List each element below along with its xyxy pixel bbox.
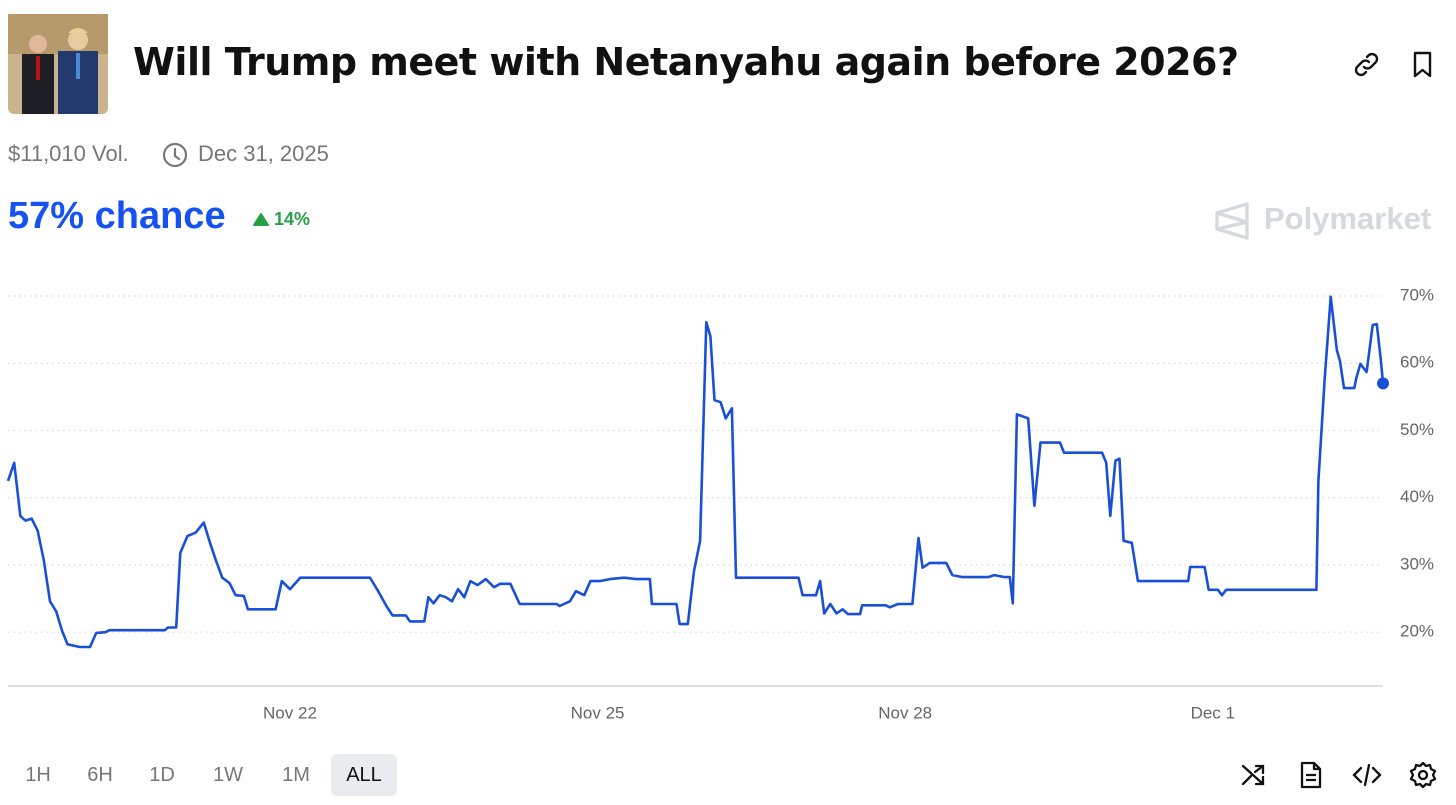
range-button[interactable]: 1W <box>203 754 253 796</box>
watermark: Polymarket <box>1264 201 1432 236</box>
range-button[interactable]: 1D <box>138 754 186 796</box>
copy-link-button[interactable] <box>1352 50 1382 80</box>
market-title: Will Trump meet with Netanyahu again bef… <box>133 40 1239 84</box>
range-button[interactable]: ALL <box>331 754 397 796</box>
range-button[interactable]: 1H <box>14 754 62 796</box>
embed-button[interactable] <box>1352 762 1382 788</box>
y-tick-label: 70% <box>1400 285 1434 304</box>
end-date: Dec 31, 2025 <box>198 141 329 166</box>
range-button[interactable]: 1M <box>271 754 321 796</box>
y-tick-label: 50% <box>1400 420 1434 439</box>
price-line <box>6 295 1385 649</box>
current-point <box>1377 377 1389 390</box>
y-tick-label: 30% <box>1400 554 1434 573</box>
clock-icon <box>162 142 188 168</box>
price-chart: 20% 30% 40% 50% 60% 70% Nov 22 Nov 25 Nov 28 Dec … <box>6 285 1434 722</box>
polymarket-logo <box>1215 202 1249 240</box>
probability-change: 14% <box>274 209 311 229</box>
bookmark-button[interactable] <box>1410 50 1436 80</box>
x-tick-label: Nov 28 <box>878 703 932 722</box>
market-thumbnail <box>8 14 108 114</box>
range-button[interactable]: 6H <box>76 754 124 796</box>
change-arrow <box>253 213 269 226</box>
x-tick-label: Nov 25 <box>571 703 625 722</box>
document-button[interactable] <box>1298 760 1324 790</box>
y-tick-label: 60% <box>1400 353 1434 372</box>
volume: $11,010 Vol. <box>8 141 129 166</box>
y-tick-label: 20% <box>1400 622 1434 641</box>
x-tick-label: Dec 1 <box>1191 703 1235 722</box>
shuffle-button[interactable] <box>1240 762 1268 788</box>
x-tick-label: Nov 22 <box>263 703 317 722</box>
y-tick-label: 40% <box>1400 487 1434 506</box>
probability: 57% chance <box>8 195 226 237</box>
settings-button[interactable] <box>1408 760 1438 790</box>
